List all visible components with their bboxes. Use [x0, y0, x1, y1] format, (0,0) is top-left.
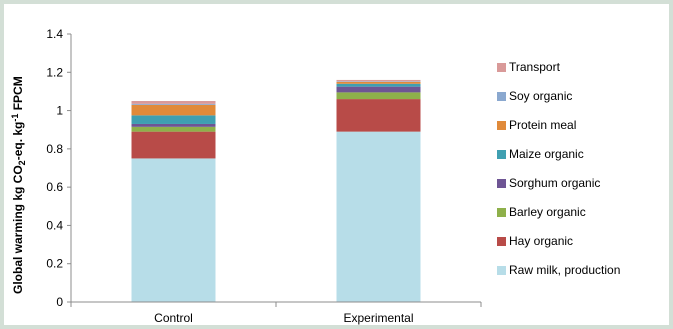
- y-tick-label: 0.8: [46, 142, 63, 156]
- bar-segment: [336, 79, 421, 82]
- bar-segment: [336, 131, 421, 302]
- x-tick-label: Control: [154, 311, 193, 325]
- legend-swatch: [497, 92, 506, 101]
- legend-label: Hay organic: [509, 234, 573, 248]
- legend-label: Raw milk, production: [509, 263, 620, 277]
- x-tick-label: Experimental: [343, 311, 413, 325]
- y-axis-label: Global warming kg CO2-eq. kg-1 FPCM: [10, 76, 27, 294]
- y-tick-label: 1: [56, 104, 63, 118]
- legend-label: Maize organic: [509, 147, 584, 161]
- bar-segment: [131, 123, 216, 127]
- legend-swatch: [497, 237, 506, 246]
- legend-label: Soy organic: [509, 89, 572, 103]
- y-tick-label: 1.2: [46, 65, 63, 79]
- chart-panel: 0 0.2 0.4 0.6 0.8 1 1.2 1.4 Control Experimental…: [4, 4, 669, 325]
- bar-segment: [131, 115, 216, 124]
- legend-swatch: [497, 63, 506, 72]
- legend-swatch: [497, 121, 506, 130]
- y-tick-label: 0.2: [46, 257, 63, 271]
- y-tick-label: 0: [56, 295, 63, 309]
- bar-segment: [336, 81, 421, 84]
- x-ticks-layer: Control Experimental: [70, 302, 482, 325]
- legend-label: Barley organic: [509, 205, 586, 219]
- bar-segment: [336, 86, 421, 93]
- legend-label: Protein meal: [509, 118, 576, 132]
- bar-segment: [131, 104, 216, 116]
- bar-segment: [131, 158, 216, 302]
- y-tick-label: 0.4: [46, 218, 63, 232]
- bar-segment: [336, 99, 421, 132]
- bar-segment: [336, 81, 421, 82]
- bar-segment: [131, 103, 216, 105]
- legend-label: Transport: [509, 60, 561, 74]
- legend-swatch: [497, 150, 506, 159]
- bar-segment: [131, 131, 216, 159]
- legend-label: Sorghum organic: [509, 176, 600, 190]
- bar-segment: [336, 83, 421, 87]
- bar-segment: [131, 126, 216, 132]
- y-ticks-layer: 0 0.2 0.4 0.6 0.8 1 1.2 1.4: [46, 27, 71, 309]
- y-tick-label: 1.4: [46, 27, 63, 41]
- y-tick-label: 0.6: [46, 180, 63, 194]
- bars-layer: [131, 79, 421, 302]
- bar-segment: [336, 92, 421, 100]
- legend-swatch: [497, 179, 506, 188]
- legend-swatch: [497, 266, 506, 275]
- legend-swatch: [497, 208, 506, 217]
- bar-segment: [131, 101, 216, 104]
- stacked-bar-chart: 0 0.2 0.4 0.6 0.8 1 1.2 1.4 Control Experimental…: [10, 27, 620, 325]
- legend: Transport Soy organic Protein meal Maize or…: [497, 60, 620, 277]
